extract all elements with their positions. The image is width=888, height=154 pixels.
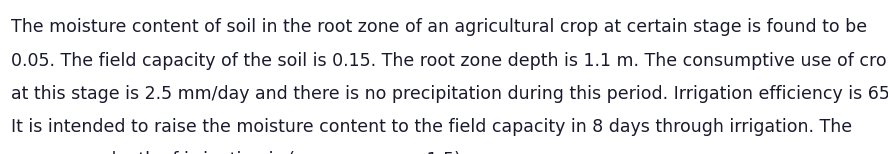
Text: = 1.5): = 1.5) — [401, 151, 461, 154]
Text: 0.05. The field capacity of the soil is 0.15. The root zone depth is 1.1 m. The : 0.05. The field capacity of the soil is … — [11, 52, 888, 70]
Text: The moisture content of soil in the root zone of an agricultural crop at certain: The moisture content of soil in the root… — [11, 18, 867, 36]
Text: at this stage is 2.5 mm/day and there is no precipitation during this period. Ir: at this stage is 2.5 mm/day and there is… — [11, 85, 888, 103]
Text: necessary depth of irrigation is (y: necessary depth of irrigation is (y — [11, 151, 305, 154]
Text: It is intended to raise the moisture content to the field capacity in 8 days thr: It is intended to raise the moisture con… — [11, 118, 852, 136]
